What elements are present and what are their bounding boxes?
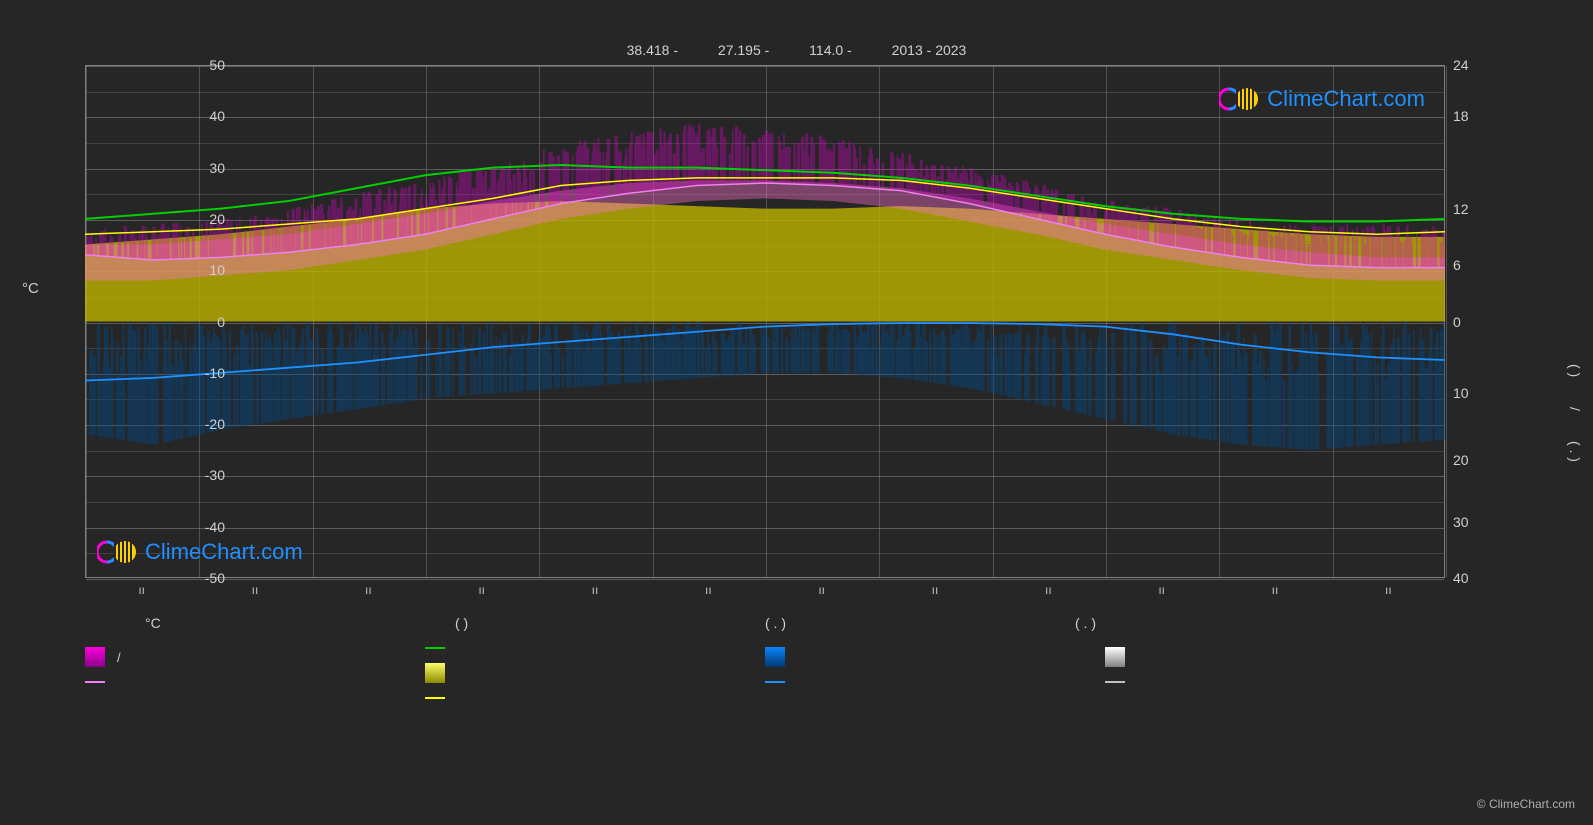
chart-header: 38.418 - 27.195 - 114.0 - 2013 - 2023: [0, 42, 1593, 58]
ytick-right: 12: [1453, 201, 1493, 217]
legend-line-swatch: [1105, 681, 1125, 683]
legend-item: [765, 647, 1105, 667]
legend-line-swatch: [85, 681, 105, 683]
legend-item: [425, 663, 765, 683]
logo-icon: [1219, 85, 1259, 113]
legend-item: [425, 647, 765, 649]
ytick-right: 6: [1453, 257, 1493, 273]
legend-header: ( ): [455, 615, 765, 631]
header-years: 2013 - 2023: [892, 42, 967, 58]
ytick-left: -30: [185, 467, 225, 483]
watermark-text: ClimeChart.com: [145, 539, 303, 565]
y-axis-left-label: °C: [22, 280, 39, 297]
legend: °C ( ) ( . ) ( . ) /: [85, 615, 1445, 699]
xtick: ıı: [592, 583, 599, 597]
xtick: ıı: [932, 583, 939, 597]
ytick-left: -50: [185, 570, 225, 586]
legend-line-swatch: [765, 681, 785, 683]
legend-columns: /: [85, 647, 1445, 699]
legend-item: [765, 681, 1105, 683]
ytick-left: -20: [185, 416, 225, 432]
ytick-right: 30: [1453, 514, 1493, 530]
ytick-right: 40: [1453, 570, 1493, 586]
legend-headers: °C ( ) ( . ) ( . ): [85, 615, 1445, 647]
ytick-left: 0: [185, 314, 225, 330]
legend-item: [1105, 681, 1445, 683]
watermark-text: ClimeChart.com: [1267, 86, 1425, 112]
legend-swatch: [1105, 647, 1125, 667]
legend-header: ( . ): [765, 615, 1075, 631]
xtick: ıı: [1272, 583, 1279, 597]
xtick: ıı: [478, 583, 485, 597]
xtick: ıı: [252, 583, 259, 597]
legend-label: /: [117, 650, 121, 665]
ytick-left: 50: [185, 57, 225, 73]
legend-item: [425, 697, 765, 699]
header-lat: 38.418 -: [627, 42, 678, 58]
footer-copyright: © ClimeChart.com: [1477, 797, 1575, 811]
xtick: ıı: [1385, 583, 1392, 597]
xtick: ıı: [1158, 583, 1165, 597]
ytick-left: 30: [185, 160, 225, 176]
legend-item: [85, 681, 425, 683]
legend-column: [425, 647, 765, 699]
legend-item: /: [85, 647, 425, 667]
xtick: ıı: [818, 583, 825, 597]
legend-swatch: [85, 647, 105, 667]
logo-icon: [97, 538, 137, 566]
xtick: ıı: [138, 583, 145, 597]
ytick-right: 18: [1453, 108, 1493, 124]
xtick: ıı: [365, 583, 372, 597]
y-axis-right-label: ( ) / ( . ): [1567, 363, 1583, 461]
legend-column: [1105, 647, 1445, 699]
plot-svg: [85, 65, 1445, 578]
chart-area: ClimeChart.com ClimeChart.com: [85, 65, 1445, 578]
ytick-right: 24: [1453, 57, 1493, 73]
ytick-left: -40: [185, 519, 225, 535]
ytick-left: 40: [185, 108, 225, 124]
header-lon: 27.195 -: [718, 42, 769, 58]
legend-column: /: [85, 647, 425, 699]
legend-column: [765, 647, 1105, 699]
ytick-right: 20: [1453, 452, 1493, 468]
ytick-left: 20: [185, 211, 225, 227]
xtick: ıı: [1045, 583, 1052, 597]
watermark-bottom: ClimeChart.com: [97, 538, 303, 566]
ytick-left: 10: [185, 262, 225, 278]
legend-line-swatch: [425, 647, 445, 649]
legend-header: °C: [145, 615, 455, 631]
legend-swatch: [765, 647, 785, 667]
watermark-top: ClimeChart.com: [1219, 85, 1425, 113]
legend-item: [1105, 647, 1445, 667]
legend-swatch: [425, 663, 445, 683]
ytick-right: 10: [1453, 385, 1493, 401]
header-elev: 114.0 -: [809, 42, 852, 58]
xtick: ıı: [705, 583, 712, 597]
ytick-left: -10: [185, 365, 225, 381]
legend-line-swatch: [425, 697, 445, 699]
ytick-right: 0: [1453, 314, 1493, 330]
legend-header: ( . ): [1075, 615, 1385, 631]
